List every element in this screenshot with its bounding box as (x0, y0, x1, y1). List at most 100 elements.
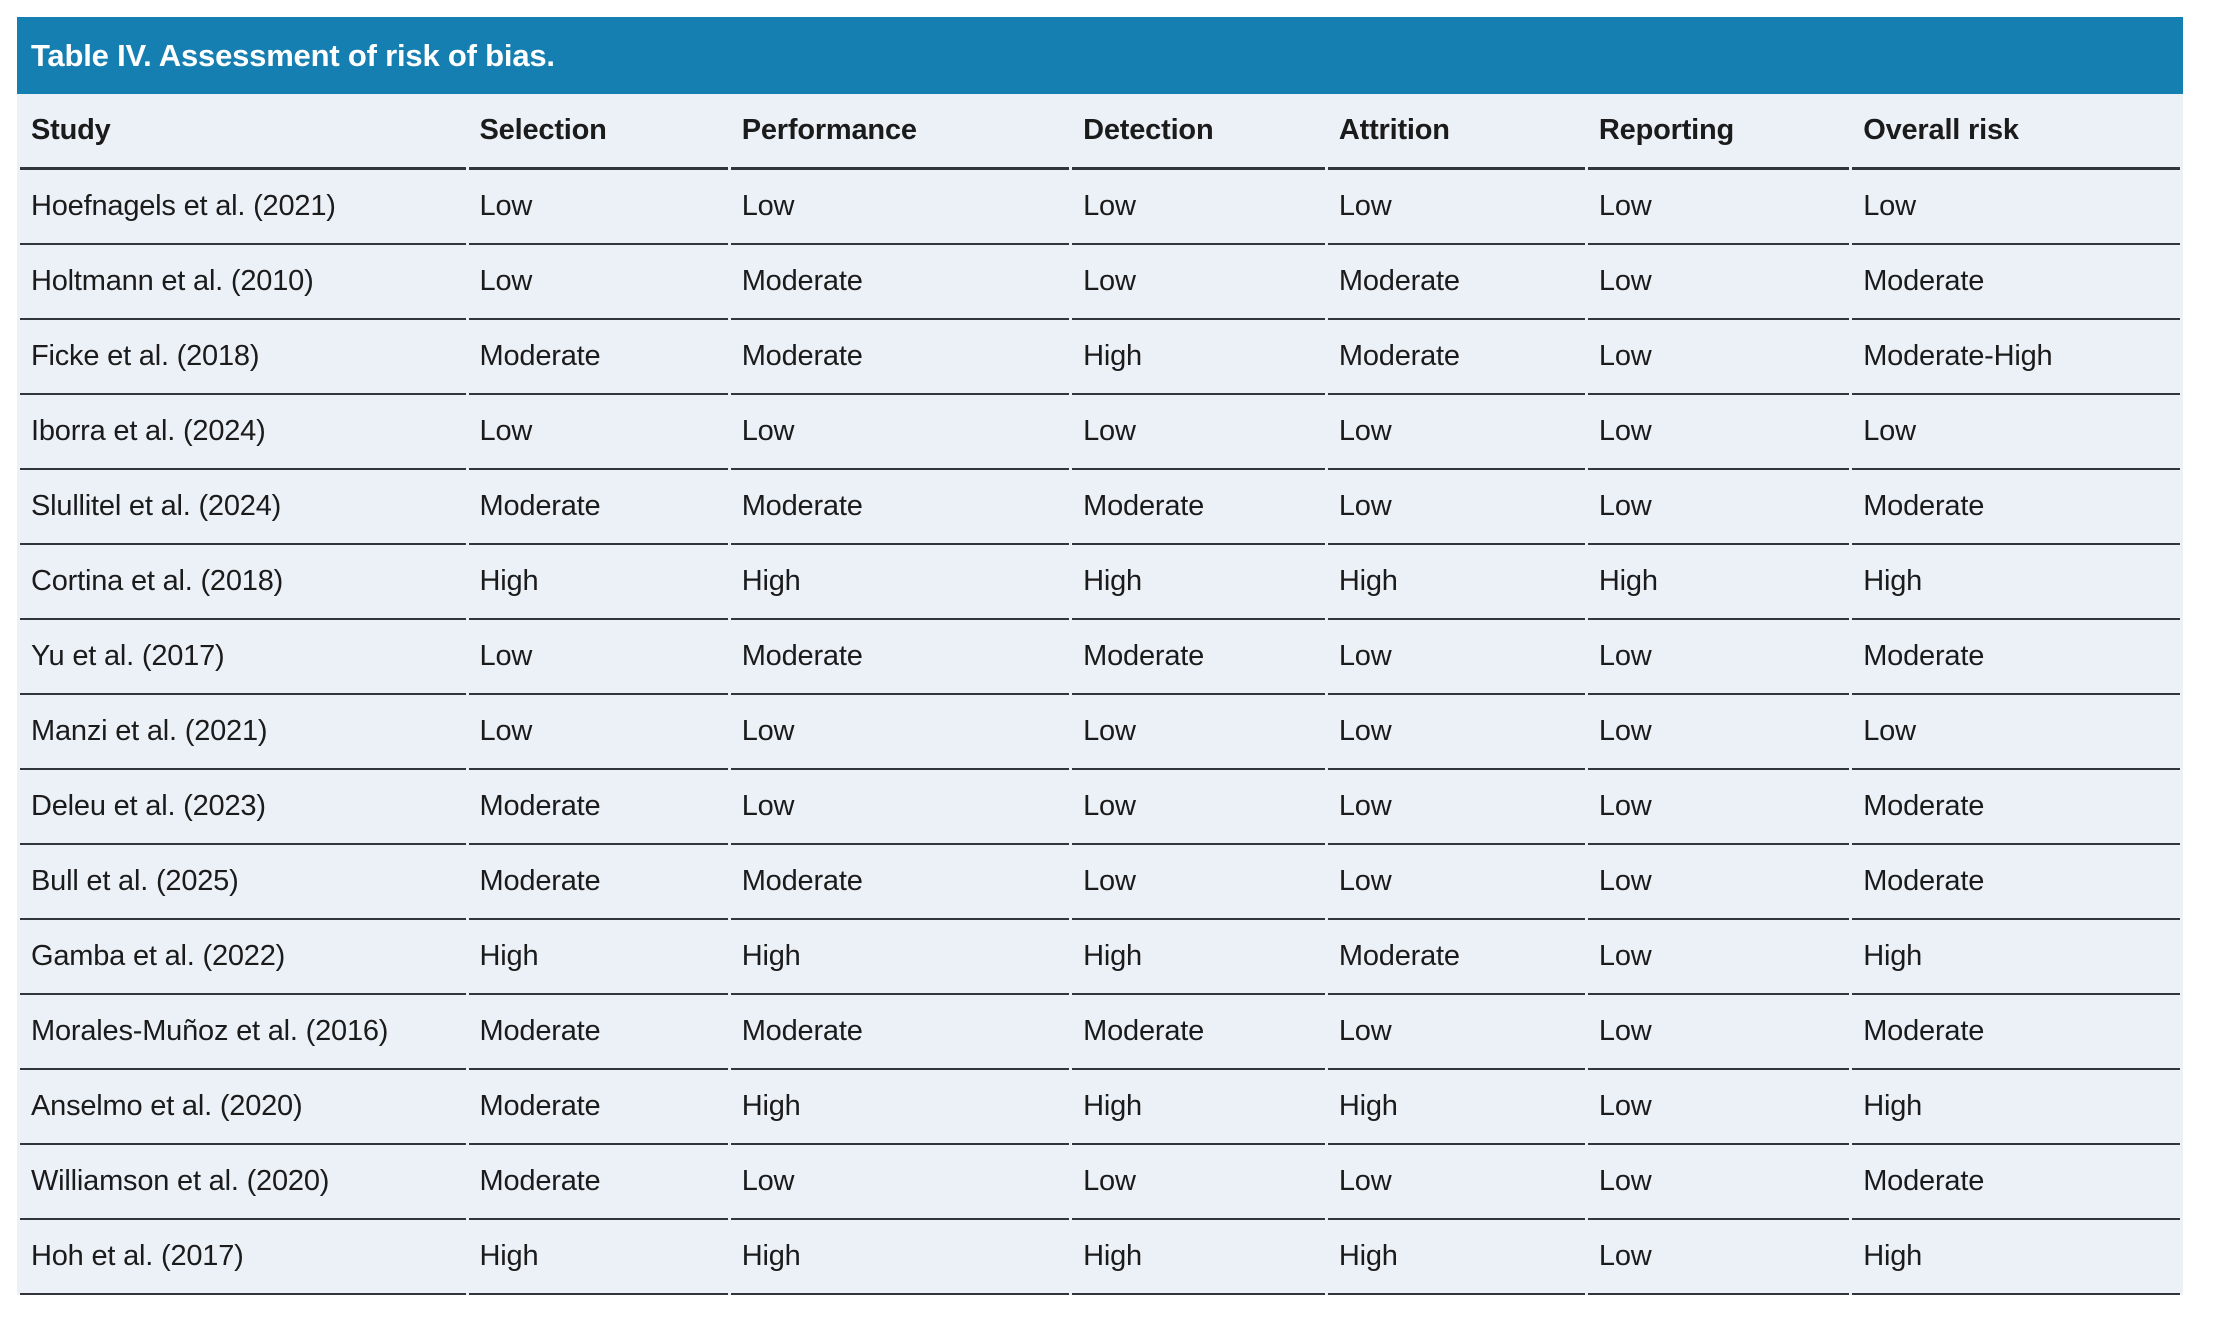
cell-attrition: Low (1327, 395, 1585, 470)
table-row: Iborra et al. (2024) Low Low Low Low Low Low (20, 395, 2180, 470)
cell-attrition: Low (1327, 770, 1585, 845)
table-row: Hoefnagels et al. (2021) Low Low Low Low Low L… (20, 170, 2180, 245)
cell-detection: Low (1072, 695, 1325, 770)
cell-overall-risk: Moderate-High (1852, 320, 2180, 395)
table-header: Study Selection Performance Detection At… (20, 94, 2180, 170)
cell-selection: Low (468, 170, 728, 245)
cell-detection: Low (1072, 1145, 1325, 1220)
cell-study: Yu et al. (2017) (20, 620, 466, 695)
cell-attrition: High (1327, 1220, 1585, 1295)
cell-overall-risk: Low (1852, 395, 2180, 470)
cell-attrition: Moderate (1327, 920, 1585, 995)
cell-performance: Moderate (730, 995, 1070, 1070)
cell-selection: High (468, 920, 728, 995)
table-body: Hoefnagels et al. (2021) Low Low Low Low Low L… (20, 170, 2180, 1295)
cell-reporting: Low (1587, 995, 1850, 1070)
column-header-overall-risk: Overall risk (1852, 94, 2180, 170)
cell-detection: Low (1072, 245, 1325, 320)
cell-study: Williamson et al. (2020) (20, 1145, 466, 1220)
table-row: Holtmann et al. (2010) Low Moderate Low Mode… (20, 245, 2180, 320)
cell-attrition: Low (1327, 1145, 1585, 1220)
cell-overall-risk: Low (1852, 695, 2180, 770)
cell-selection: Low (468, 245, 728, 320)
cell-reporting: Low (1587, 770, 1850, 845)
cell-reporting: Low (1587, 845, 1850, 920)
cell-overall-risk: Moderate (1852, 620, 2180, 695)
table-row: Bull et al. (2025) Moderate Moderate Low Low… (20, 845, 2180, 920)
cell-reporting: Low (1587, 245, 1850, 320)
cell-selection: Low (468, 695, 728, 770)
cell-reporting: Low (1587, 1220, 1850, 1295)
cell-selection: Low (468, 620, 728, 695)
table-row: Ficke et al. (2018) Moderate Moderate High M… (20, 320, 2180, 395)
cell-detection: Low (1072, 170, 1325, 245)
cell-selection: Low (468, 395, 728, 470)
table-title-bar: Table IV. Assessment of risk of bias. (17, 17, 2183, 94)
cell-selection: Moderate (468, 1145, 728, 1220)
cell-overall-risk: Moderate (1852, 1145, 2180, 1220)
cell-study: Anselmo et al. (2020) (20, 1070, 466, 1145)
cell-selection: Moderate (468, 320, 728, 395)
cell-attrition: Low (1327, 470, 1585, 545)
cell-detection: Low (1072, 395, 1325, 470)
cell-performance: High (730, 920, 1070, 995)
cell-performance: Low (730, 770, 1070, 845)
cell-performance: Moderate (730, 620, 1070, 695)
cell-performance: Low (730, 170, 1070, 245)
column-header-performance: Performance (730, 94, 1070, 170)
cell-detection: Moderate (1072, 620, 1325, 695)
risk-table: Study Selection Performance Detection At… (17, 94, 2183, 1295)
table-row: Cortina et al. (2018) High High High High Hig… (20, 545, 2180, 620)
cell-study: Ficke et al. (2018) (20, 320, 466, 395)
cell-attrition: Low (1327, 845, 1585, 920)
cell-selection: High (468, 1220, 728, 1295)
table-row: Slullitel et al. (2024) Moderate Moderate M… (20, 470, 2180, 545)
cell-detection: High (1072, 320, 1325, 395)
cell-reporting: Low (1587, 470, 1850, 545)
cell-detection: Low (1072, 770, 1325, 845)
column-header-attrition: Attrition (1327, 94, 1585, 170)
cell-study: Slullitel et al. (2024) (20, 470, 466, 545)
cell-attrition: High (1327, 545, 1585, 620)
cell-reporting: Low (1587, 395, 1850, 470)
cell-detection: Moderate (1072, 470, 1325, 545)
cell-study: Deleu et al. (2023) (20, 770, 466, 845)
cell-detection: High (1072, 1070, 1325, 1145)
table-row: Morales-Muñoz et al. (2016) Moderate Moder… (20, 995, 2180, 1070)
cell-overall-risk: Moderate (1852, 995, 2180, 1070)
header-row: Study Selection Performance Detection At… (20, 94, 2180, 170)
column-header-study: Study (20, 94, 466, 170)
cell-reporting: High (1587, 545, 1850, 620)
cell-overall-risk: High (1852, 1070, 2180, 1145)
column-header-reporting: Reporting (1587, 94, 1850, 170)
cell-detection: High (1072, 1220, 1325, 1295)
cell-detection: Moderate (1072, 995, 1325, 1070)
cell-reporting: Low (1587, 920, 1850, 995)
cell-attrition: Low (1327, 170, 1585, 245)
cell-reporting: Low (1587, 320, 1850, 395)
cell-attrition: Low (1327, 620, 1585, 695)
cell-selection: Moderate (468, 470, 728, 545)
cell-overall-risk: Moderate (1852, 245, 2180, 320)
table-row: Gamba et al. (2022) High High High Moderate L… (20, 920, 2180, 995)
cell-selection: High (468, 545, 728, 620)
cell-detection: High (1072, 545, 1325, 620)
cell-performance: High (730, 1220, 1070, 1295)
cell-selection: Moderate (468, 770, 728, 845)
cell-selection: Moderate (468, 995, 728, 1070)
cell-overall-risk: High (1852, 545, 2180, 620)
cell-attrition: Moderate (1327, 245, 1585, 320)
cell-selection: Moderate (468, 845, 728, 920)
cell-attrition: Low (1327, 995, 1585, 1070)
cell-reporting: Low (1587, 170, 1850, 245)
cell-study: Bull et al. (2025) (20, 845, 466, 920)
cell-reporting: Low (1587, 620, 1850, 695)
cell-selection: Moderate (468, 1070, 728, 1145)
cell-performance: Low (730, 1145, 1070, 1220)
cell-attrition: Low (1327, 695, 1585, 770)
cell-study: Holtmann et al. (2010) (20, 245, 466, 320)
table-row: Hoh et al. (2017) High High High High Low High (20, 1220, 2180, 1295)
column-header-detection: Detection (1072, 94, 1325, 170)
cell-overall-risk: Moderate (1852, 845, 2180, 920)
